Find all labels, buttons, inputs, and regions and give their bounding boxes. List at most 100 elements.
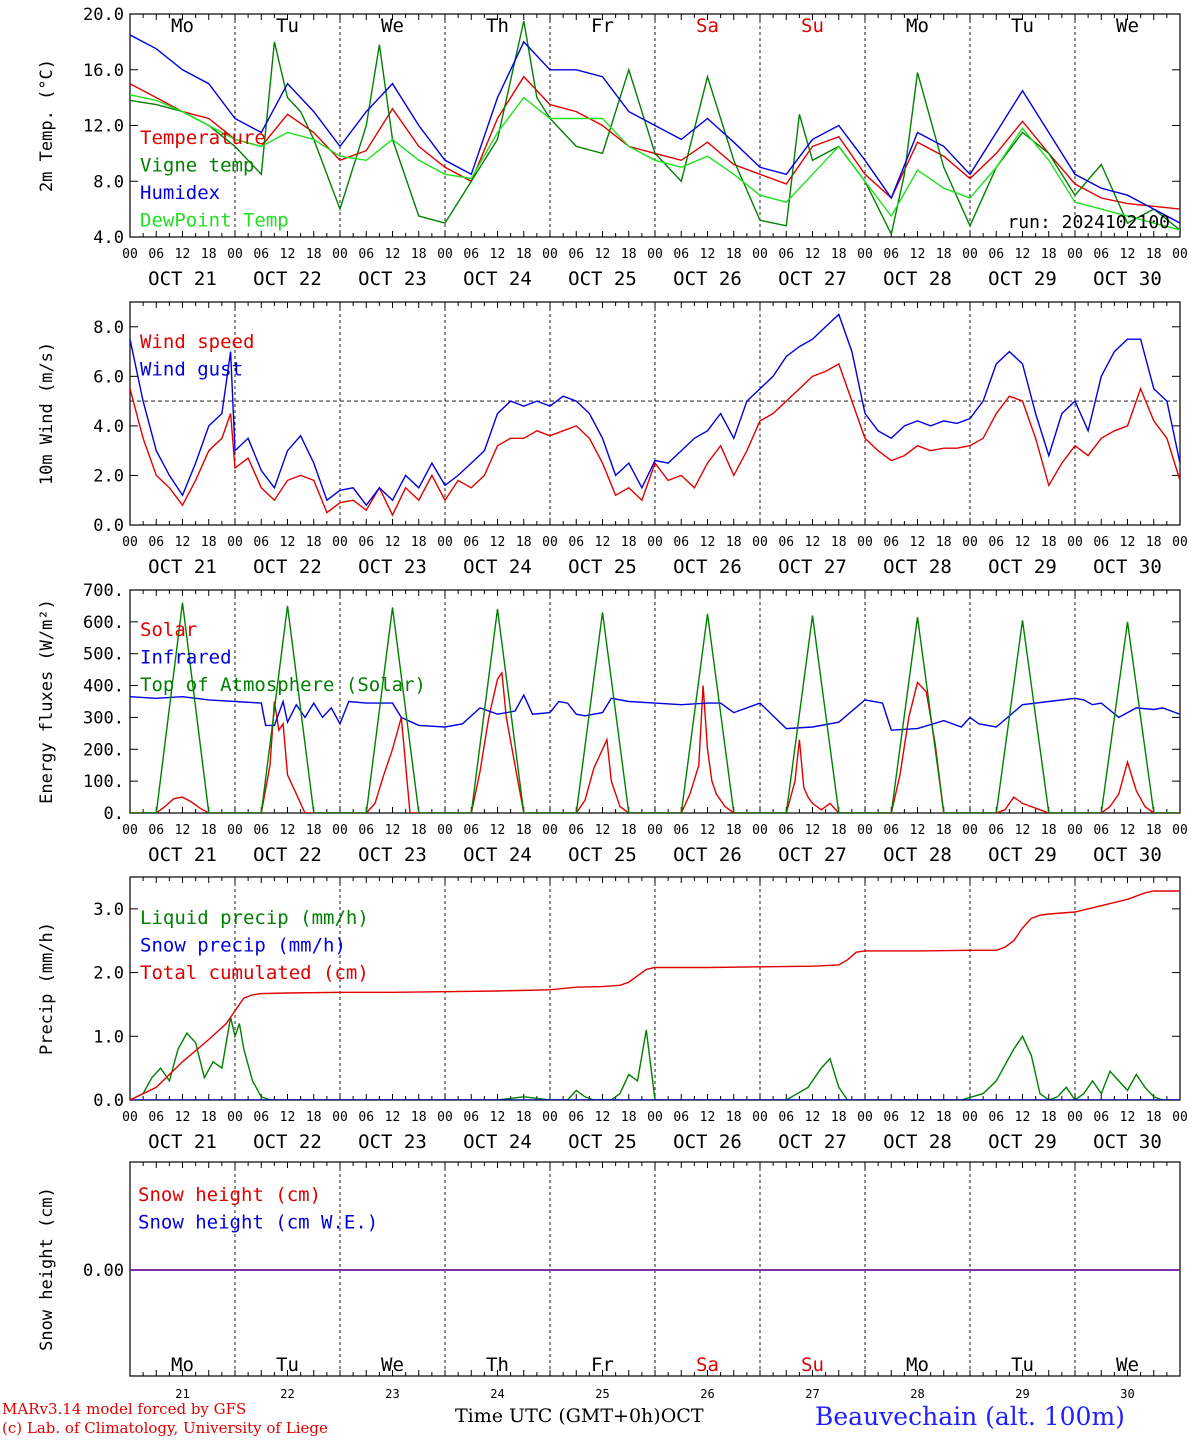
hour-tick-label: 18 xyxy=(1041,247,1057,262)
hour-tick-label: 12 xyxy=(910,535,926,550)
hour-tick-label: 12 xyxy=(490,535,506,550)
hour-tick-label: 12 xyxy=(490,247,506,262)
hour-tick-label: 00 xyxy=(1172,823,1188,838)
legend-entry: Vigne temp xyxy=(140,155,254,177)
hour-tick-label: 18 xyxy=(936,1110,952,1125)
date-label: OCT 25 xyxy=(568,556,637,578)
hour-tick-label: 18 xyxy=(1146,1110,1162,1125)
date-label: OCT 22 xyxy=(253,556,322,578)
legend-entry: Total cumulated (cm) xyxy=(140,962,369,984)
hour-tick-label: 00 xyxy=(437,1110,453,1125)
date-label: OCT 26 xyxy=(673,1131,742,1153)
date-label: OCT 26 xyxy=(673,268,742,290)
series-line-dewpoint-temp xyxy=(130,94,1180,231)
date-label: OCT 28 xyxy=(883,1131,952,1153)
day-name-label: Mo xyxy=(906,1354,929,1376)
date-label: OCT 23 xyxy=(358,556,427,578)
hour-tick-label: 12 xyxy=(385,1110,401,1125)
day-name-label: Sa xyxy=(696,1354,719,1376)
series-line-vigne-temp xyxy=(130,20,1180,237)
legend-entry: Snow precip (mm/h) xyxy=(140,935,346,957)
day-name-label: Tu xyxy=(276,15,299,37)
y-axis-label: 10m Wind (m/s) xyxy=(37,342,57,485)
day-name-label: Sa xyxy=(696,15,719,37)
hour-tick-label: 06 xyxy=(778,535,794,550)
hour-tick-label: 00 xyxy=(227,535,243,550)
series-line-humidex xyxy=(130,34,1180,224)
y-axis-label: Snow height (cm) xyxy=(37,1187,57,1351)
hour-tick-label: 18 xyxy=(1041,1110,1057,1125)
hour-tick-label: 12 xyxy=(280,823,296,838)
hour-tick-label: 00 xyxy=(752,823,768,838)
hour-tick-label: 12 xyxy=(595,823,611,838)
hour-tick-label: 18 xyxy=(1041,823,1057,838)
hour-tick-label: 00 xyxy=(1172,1110,1188,1125)
day-name-label: Th xyxy=(486,15,509,37)
hour-tick-label: 18 xyxy=(936,823,952,838)
hour-tick-label: 06 xyxy=(358,247,374,262)
hour-tick-label: 00 xyxy=(857,1110,873,1125)
hour-tick-label: 06 xyxy=(1093,535,1109,550)
hour-tick-label: 18 xyxy=(306,535,322,550)
date-label: OCT 26 xyxy=(673,556,742,578)
date-label: OCT 30 xyxy=(1093,1131,1162,1153)
hour-tick-label: 18 xyxy=(621,247,637,262)
hour-tick-label: 12 xyxy=(700,247,716,262)
date-label: OCT 24 xyxy=(463,556,532,578)
hour-tick-label: 12 xyxy=(385,823,401,838)
date-label: OCT 28 xyxy=(883,556,952,578)
hour-tick-label: 12 xyxy=(805,247,821,262)
y-tick-label: 2.0 xyxy=(93,964,124,984)
day-name-label: Mo xyxy=(171,15,194,37)
hour-tick-label: 18 xyxy=(411,247,427,262)
date-label: OCT 30 xyxy=(1093,844,1162,866)
hour-tick-label: 00 xyxy=(227,247,243,262)
hour-tick-label: 06 xyxy=(673,535,689,550)
date-label: OCT 21 xyxy=(148,844,217,866)
hour-tick-label: 18 xyxy=(621,823,637,838)
hour-tick-label: 18 xyxy=(411,535,427,550)
day-number-label: 24 xyxy=(490,1387,504,1401)
day-number-label: 26 xyxy=(700,1387,714,1401)
day-name-label: Mo xyxy=(171,1354,194,1376)
hour-tick-label: 00 xyxy=(437,823,453,838)
hour-tick-label: 06 xyxy=(1093,823,1109,838)
hour-tick-label: 06 xyxy=(568,535,584,550)
y-tick-label: 12.0 xyxy=(83,117,124,137)
hour-tick-label: 18 xyxy=(831,247,847,262)
y-tick-label: 4.0 xyxy=(93,417,124,437)
hour-tick-label: 06 xyxy=(988,1110,1004,1125)
hour-tick-label: 12 xyxy=(595,1110,611,1125)
date-label: OCT 23 xyxy=(358,268,427,290)
y-tick-label: 0.0 xyxy=(93,1091,124,1111)
day-number-label: 29 xyxy=(1015,1387,1029,1401)
hour-tick-label: 06 xyxy=(1093,1110,1109,1125)
hour-tick-label: 00 xyxy=(647,1110,663,1125)
hour-tick-label: 00 xyxy=(962,247,978,262)
hour-tick-label: 18 xyxy=(1146,823,1162,838)
hour-tick-label: 12 xyxy=(1015,535,1031,550)
hour-tick-label: 06 xyxy=(988,823,1004,838)
hour-tick-label: 00 xyxy=(857,247,873,262)
legend-entry: DewPoint Temp xyxy=(140,210,289,232)
y-tick-label: 500. xyxy=(83,645,124,665)
model-credit: MARv3.14 model forced by GFS xyxy=(2,1400,247,1418)
hour-tick-label: 00 xyxy=(332,823,348,838)
hour-tick-label: 06 xyxy=(148,535,164,550)
date-label: OCT 25 xyxy=(568,844,637,866)
hour-tick-label: 06 xyxy=(463,823,479,838)
legend-entry: Solar xyxy=(140,619,197,641)
hour-tick-label: 00 xyxy=(962,535,978,550)
date-label: OCT 27 xyxy=(778,556,847,578)
date-label: OCT 27 xyxy=(778,268,847,290)
date-label: OCT 30 xyxy=(1093,556,1162,578)
y-tick-label: 600. xyxy=(83,613,124,633)
date-label: OCT 25 xyxy=(568,268,637,290)
legend-entry: Infrared xyxy=(140,647,232,669)
date-label: OCT 25 xyxy=(568,1131,637,1153)
hour-tick-label: 12 xyxy=(595,247,611,262)
legend-entry: Snow height (cm) xyxy=(138,1184,321,1206)
y-tick-label: 300. xyxy=(83,708,124,728)
series-line-infrared xyxy=(130,693,1180,731)
y-tick-label: 20.0 xyxy=(83,5,124,25)
